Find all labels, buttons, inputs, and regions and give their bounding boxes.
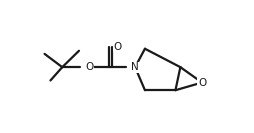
Text: O: O [198, 78, 206, 88]
Text: O: O [114, 42, 122, 52]
Text: N: N [131, 62, 139, 72]
Text: O: O [86, 62, 94, 72]
